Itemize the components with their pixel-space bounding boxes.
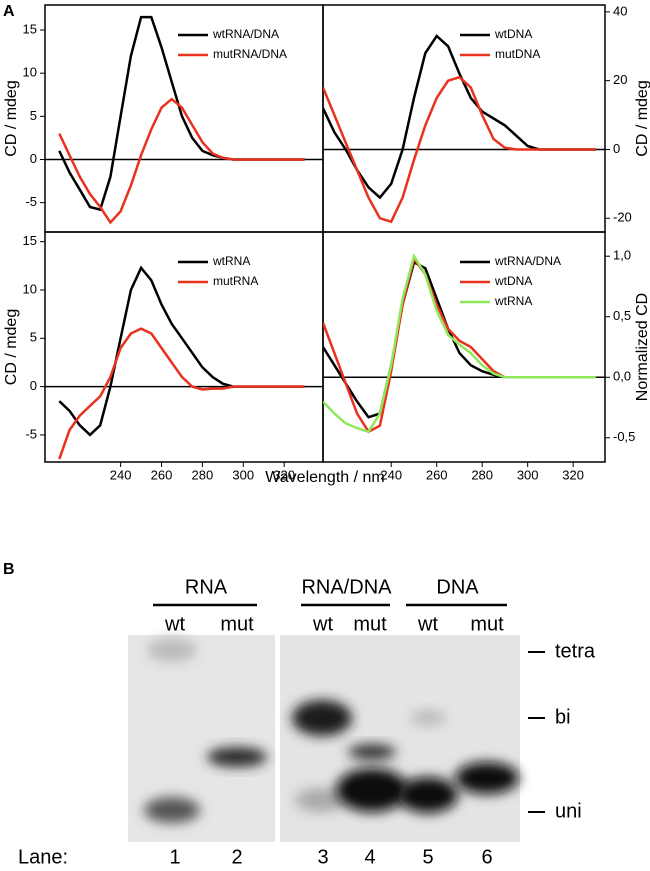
lane-group-label: wt [417,613,438,635]
legend-label: wtRNA/DNA [494,254,561,268]
x-axis-label: Wavelength / nm [265,469,384,486]
legend-label: mutRNA/DNA [213,47,287,61]
band-label: tetra [555,640,596,662]
y-tick-label: 5 [30,108,37,123]
gel-group-label: RNA [185,576,228,598]
y-tick-label: 10 [23,65,37,80]
y-tick-label: 0 [613,141,620,156]
series-line [323,34,596,200]
x-tick-label: 260 [151,467,173,482]
y-tick-label: 0,0 [613,369,631,384]
y-tick-label: -0,5 [613,429,635,444]
gel-group-label: RNA/DNA [301,576,392,598]
series-line [58,265,305,437]
y-axis-label: Normalized CD [634,293,650,401]
series-line [323,253,596,434]
band-label: bi [555,706,571,728]
legend-label: mutRNA [213,274,258,288]
y-tick-label: 0 [30,151,37,166]
legend-label: wtRNA [494,294,532,308]
y-axis-label: CD / mdeg [3,309,20,385]
lane-number: 1 [169,846,180,868]
lane-title: Lane: [18,846,68,868]
lane-group-label: wt [164,613,185,635]
lane-number: 4 [364,846,375,868]
y-tick-label: 10 [23,281,37,296]
lane-group-label: mut [470,613,504,635]
plot-frame [44,231,324,463]
y-tick-label: 5 [30,330,37,345]
x-tick-label: 240 [110,467,132,482]
plot-frame [322,4,606,233]
gel-group-label: DNA [436,576,479,598]
y-tick-label: 15 [23,21,37,36]
y-tick-label: 15 [23,233,37,248]
lane-number: 5 [422,846,433,868]
y-axis-label: CD / mdeg [634,80,650,156]
legend-label: wtRNA/DNA [212,27,279,41]
y-tick-label: 1,0 [613,248,631,263]
x-tick-label: 240 [380,467,402,482]
y-tick-label: -20 [613,210,632,225]
legend-label: wtDNA [494,274,532,288]
lane-number: 2 [231,846,242,868]
legend-label: mutDNA [495,47,540,61]
y-tick-label: 40 [613,3,627,18]
x-tick-label: 280 [471,467,493,482]
series-line [58,97,305,225]
lane-number: 3 [317,846,328,868]
x-tick-label: 300 [232,467,254,482]
panel-label: A [3,3,15,20]
y-axis-label: CD / mdeg [3,80,20,156]
band-label: uni [555,800,582,822]
lane-group-label: wt [312,613,333,635]
series-line [323,75,596,224]
series-line [58,15,305,212]
gel-image [128,635,520,842]
y-tick-label: -5 [25,194,37,209]
lane-number: 6 [481,846,492,868]
y-tick-label: 0 [30,378,37,393]
y-tick-label: 20 [613,72,627,87]
x-tick-label: 320 [562,467,584,482]
x-tick-label: 300 [517,467,539,482]
lane-group-label: mut [353,613,387,635]
x-tick-label: 320 [273,467,295,482]
y-tick-label: -5 [25,426,37,441]
legend-label: wtRNA [212,254,250,268]
legend-label: wtDNA [494,27,532,41]
series-line [58,327,305,460]
lane-group-label: mut [220,613,254,635]
x-tick-label: 280 [192,467,214,482]
panel-label: B [3,561,15,578]
y-tick-label: 0,5 [613,308,631,323]
x-tick-label: 260 [426,467,448,482]
